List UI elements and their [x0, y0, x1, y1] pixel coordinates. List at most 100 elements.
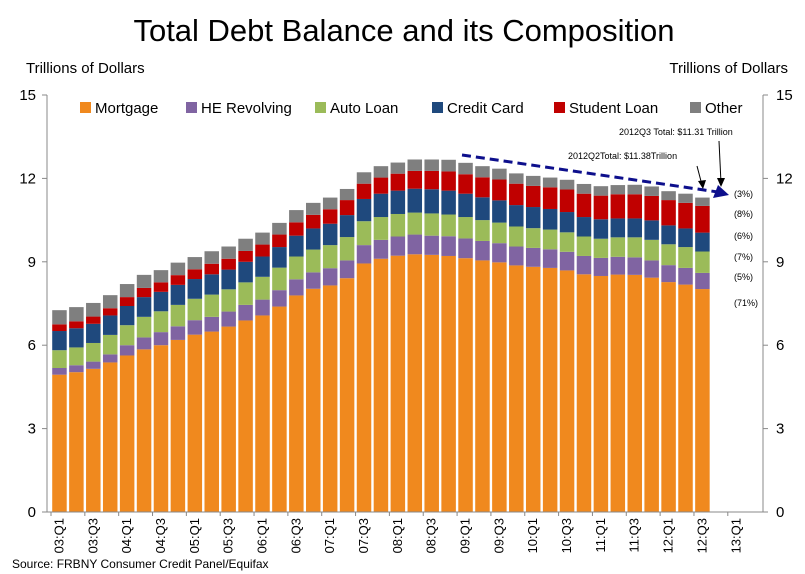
bar-segment-other [542, 177, 558, 188]
bar-segment-credit-card [576, 217, 592, 237]
bar-segment-he-revolving [204, 316, 219, 332]
bar-segment-credit-card [441, 190, 456, 215]
bar-segment-student-loan [458, 174, 473, 194]
bar-stack [373, 166, 389, 512]
bar-stack [136, 274, 152, 512]
bar-segment-credit-card [610, 218, 626, 238]
bar-segment-credit-card [153, 291, 169, 312]
y-tick-label-left: 6 [28, 337, 36, 354]
bar-segment-mortgage [525, 266, 541, 512]
bar-stack [322, 197, 338, 512]
bar-segment-other [306, 202, 321, 215]
bar-segment-other [204, 251, 219, 264]
bar-segment-mortgage [86, 368, 101, 512]
bar-segment-mortgage [153, 345, 169, 512]
chart-title: Total Debt Balance and its Composition [133, 13, 674, 48]
bar-segment-auto-loan [204, 294, 219, 317]
bar-segment-mortgage [475, 260, 490, 512]
x-tick-label: 10:Q3 [559, 518, 574, 553]
bar-segment-auto-loan [306, 249, 321, 273]
bar-segment-he-revolving [390, 236, 406, 256]
bar-segment-other [695, 197, 710, 206]
bar-segment-mortgage [424, 254, 439, 512]
bar-stack [542, 177, 558, 512]
bar-segment-auto-loan [170, 304, 186, 327]
bar-segment-other [627, 184, 642, 195]
bar-segment-credit-card [424, 189, 439, 214]
bar-segment-other [441, 159, 456, 172]
bar-segment-he-revolving [170, 326, 186, 340]
x-tick-label: 05:Q3 [221, 518, 236, 553]
bar-segment-mortgage [593, 275, 609, 512]
legend-swatch [432, 102, 443, 113]
bar-segment-student-loan [576, 193, 592, 218]
x-tick-label: 12:Q3 [694, 518, 709, 553]
bar-segment-other [69, 307, 84, 322]
y-tick-label-left: 3 [28, 421, 36, 438]
bar-segment-mortgage [509, 265, 524, 512]
bar-segment-credit-card [593, 219, 609, 239]
bar-segment-mortgage [204, 331, 219, 512]
bar-segment-he-revolving [542, 249, 558, 268]
y-tick-label-left: 0 [28, 504, 36, 521]
bar-segment-mortgage [69, 372, 84, 512]
bar-segment-mortgage [52, 374, 67, 512]
bar-segment-credit-card [509, 205, 524, 227]
annotation-2012q2-arrowhead [698, 180, 706, 189]
bar-stack [492, 168, 507, 512]
bar-segment-student-loan [661, 200, 676, 226]
bar-segment-student-loan [204, 263, 219, 275]
bar-stack [356, 172, 372, 512]
bar-segment-auto-loan [52, 350, 67, 368]
bar-segment-other [221, 246, 236, 259]
bar-segment-auto-loan [238, 282, 253, 305]
bar-segment-student-loan [339, 200, 355, 216]
bar-segment-auto-loan [289, 256, 304, 280]
bar-stack [593, 186, 609, 512]
x-tick-label: 03:Q3 [85, 518, 100, 553]
x-tick-label: 11:Q1 [593, 518, 608, 552]
bar-segment-credit-card [542, 208, 558, 230]
bar-segment-he-revolving [559, 251, 575, 271]
x-tick-label: 09:Q3 [491, 518, 506, 553]
bar-segment-mortgage [390, 255, 406, 512]
annotation-2012q3-total: 2012Q3 Total: $11.31 Trillion [619, 127, 733, 137]
x-tick-label: 06:Q1 [255, 518, 270, 553]
bar-segment-other [458, 162, 473, 175]
bar-segment-credit-card [458, 193, 473, 218]
y-axis-label-right: Trillions of Dollars [669, 60, 788, 77]
bar-segment-student-loan [255, 244, 270, 257]
x-tick-label: 11:Q3 [627, 518, 642, 552]
bar-segment-credit-card [52, 331, 67, 351]
bar-segment-student-loan [187, 269, 203, 280]
bar-segment-auto-loan [678, 247, 693, 268]
bar-stack [339, 188, 355, 512]
legend-label: Auto Loan [330, 100, 398, 117]
bar-segment-auto-loan [86, 342, 101, 362]
bar-segment-auto-loan [322, 245, 338, 269]
bar-stack [576, 183, 592, 512]
bar-segment-he-revolving [610, 256, 626, 275]
bar-segment-he-revolving [322, 268, 338, 286]
bar-segment-credit-card [306, 228, 321, 250]
x-tick-label: 07:Q3 [356, 518, 371, 553]
trend-arrow [461, 153, 729, 198]
y-tick-label-left: 9 [28, 254, 36, 271]
bar-segment-student-loan [119, 297, 135, 307]
bar-segment-student-loan [678, 202, 693, 229]
composition-label: (6%) [734, 231, 753, 241]
bar-segment-auto-loan [695, 251, 710, 273]
bar-segment-he-revolving [221, 311, 236, 327]
bar-segment-other [272, 222, 287, 235]
x-tick-label: 04:Q3 [153, 518, 168, 553]
bar-stack [170, 262, 186, 512]
bar-segment-he-revolving [627, 257, 642, 275]
composition-label: (7%) [734, 252, 753, 262]
bar-stack [272, 222, 287, 512]
bar-stack [289, 210, 304, 512]
bar-segment-auto-loan [390, 213, 406, 237]
bar-segment-he-revolving [644, 260, 659, 278]
bar-segment-he-revolving [678, 267, 693, 285]
bar-segment-auto-loan [424, 213, 439, 236]
bar-segment-he-revolving [492, 243, 507, 263]
